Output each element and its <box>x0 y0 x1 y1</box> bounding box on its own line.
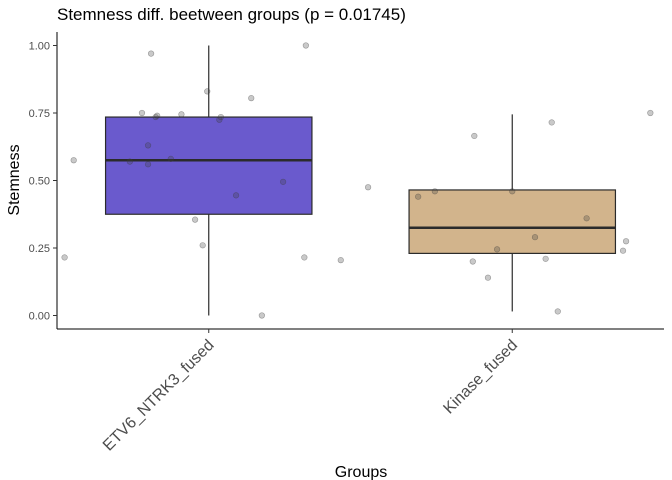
data-point <box>280 178 287 185</box>
data-point <box>258 312 265 319</box>
y-axis-ticks: 0.00 0.25 0.50 0.75 1.00 <box>29 41 57 323</box>
data-point <box>548 119 555 126</box>
data-point <box>471 132 478 140</box>
data-point <box>622 238 630 245</box>
data-point <box>167 155 174 162</box>
data-point <box>554 308 561 315</box>
data-point <box>178 111 185 118</box>
data-point <box>232 192 240 199</box>
box-ETV6_NTRK3_fused <box>104 45 313 316</box>
data-point <box>431 188 438 195</box>
data-point <box>70 157 77 164</box>
box-iqr <box>104 116 313 215</box>
data-point <box>199 242 206 249</box>
data-point <box>152 113 159 121</box>
x-tick-label: ETV6_NTRK3_fused <box>100 337 218 455</box>
y-tick-label: 0.25 <box>29 243 50 255</box>
y-tick-label: 0.00 <box>29 311 50 323</box>
x-axis-title: Groups <box>335 464 387 480</box>
data-point <box>147 50 155 57</box>
data-point <box>61 254 68 261</box>
jitter-points <box>61 42 654 319</box>
data-point <box>302 42 309 49</box>
y-tick-label: 0.75 <box>29 108 50 120</box>
data-point <box>469 258 476 265</box>
data-point <box>138 109 146 117</box>
data-point <box>493 246 501 253</box>
data-point <box>415 193 422 200</box>
chart-title: Stemness diff. beetween groups (p = 0.01… <box>57 5 406 24</box>
data-point <box>647 109 654 117</box>
x-tick-label: Kinase_fused <box>440 337 521 418</box>
data-point <box>154 112 161 119</box>
plot-area <box>61 42 654 319</box>
data-point <box>248 95 255 102</box>
data-point <box>144 161 152 168</box>
data-point <box>337 257 344 264</box>
data-point <box>216 116 223 123</box>
data-point <box>509 188 516 195</box>
data-point <box>531 234 539 241</box>
x-axis-ticks: ETV6_NTRK3_fused Kinase_fused <box>100 329 521 454</box>
data-point <box>542 255 549 262</box>
y-tick-label: 0.50 <box>29 176 50 188</box>
data-point <box>217 113 224 121</box>
y-axis-title: Stemness <box>6 144 23 215</box>
data-point <box>619 247 627 254</box>
data-point <box>191 216 199 223</box>
box-iqr <box>408 189 617 254</box>
data-point <box>484 274 492 281</box>
data-point <box>126 158 133 165</box>
data-point <box>583 215 590 222</box>
data-point <box>364 184 372 191</box>
y-tick-label: 1.00 <box>29 41 50 53</box>
box-Kinase_fused <box>408 114 617 312</box>
data-point <box>144 142 152 149</box>
data-point <box>204 88 211 95</box>
data-point <box>301 254 308 261</box>
